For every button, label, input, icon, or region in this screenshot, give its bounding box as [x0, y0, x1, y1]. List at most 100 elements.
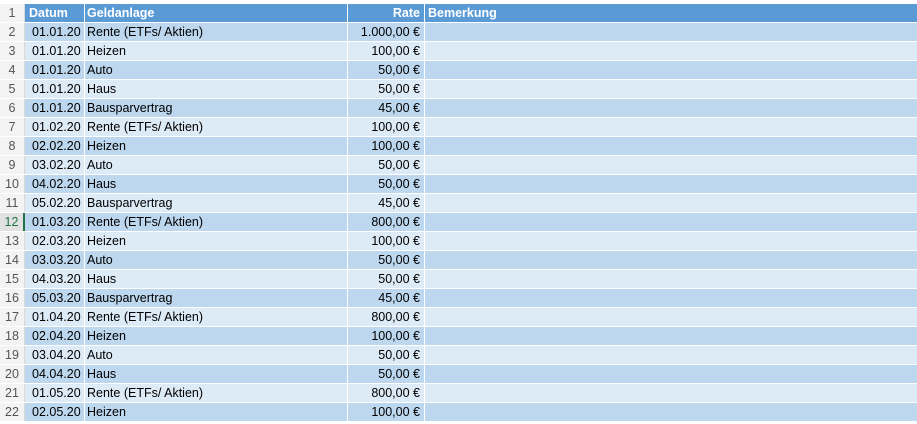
column-header-rate[interactable]: Rate: [348, 4, 425, 22]
cell-geldanlage[interactable]: Rente (ETFs/ Aktien): [85, 213, 348, 231]
cell-rate[interactable]: 50,00 €: [348, 365, 425, 383]
cell-geldanlage[interactable]: Auto: [85, 251, 348, 269]
cell-rate[interactable]: 50,00 €: [348, 251, 425, 269]
cell-rate[interactable]: 45,00 €: [348, 289, 425, 307]
cell-geldanlage[interactable]: Auto: [85, 156, 348, 174]
row-header[interactable]: 6: [0, 99, 25, 117]
cell-geldanlage[interactable]: Haus: [85, 365, 348, 383]
cell-datum[interactable]: 02.02.20: [25, 137, 85, 155]
row-header[interactable]: 8: [0, 137, 25, 155]
row-header[interactable]: 10: [0, 175, 25, 193]
cell-bemerkung[interactable]: [425, 194, 917, 212]
row-header[interactable]: 21: [0, 384, 25, 402]
cell-geldanlage[interactable]: Heizen: [85, 42, 348, 60]
row-header[interactable]: 7: [0, 118, 25, 136]
row-header[interactable]: 22: [0, 403, 25, 421]
row-header[interactable]: 16: [0, 289, 25, 307]
cell-rate[interactable]: 800,00 €: [348, 384, 425, 402]
cell-bemerkung[interactable]: [425, 327, 917, 345]
cell-bemerkung[interactable]: [425, 99, 917, 117]
cell-datum[interactable]: 02.05.20: [25, 403, 85, 421]
cell-rate[interactable]: 50,00 €: [348, 346, 425, 364]
row-header[interactable]: 15: [0, 270, 25, 288]
cell-datum[interactable]: 01.04.20: [25, 308, 85, 326]
cell-bemerkung[interactable]: [425, 289, 917, 307]
cell-bemerkung[interactable]: [425, 308, 917, 326]
cell-datum[interactable]: 01.01.20: [25, 23, 85, 41]
cell-datum[interactable]: 02.03.20: [25, 232, 85, 250]
cell-rate[interactable]: 100,00 €: [348, 327, 425, 345]
cell-rate[interactable]: 800,00 €: [348, 308, 425, 326]
cell-bemerkung[interactable]: [425, 232, 917, 250]
cell-bemerkung[interactable]: [425, 403, 917, 421]
cell-rate[interactable]: 50,00 €: [348, 270, 425, 288]
column-header-datum[interactable]: Datum: [25, 4, 85, 22]
cell-geldanlage[interactable]: Rente (ETFs/ Aktien): [85, 118, 348, 136]
row-header[interactable]: 1: [0, 4, 25, 22]
cell-bemerkung[interactable]: [425, 365, 917, 383]
cell-bemerkung[interactable]: [425, 23, 917, 41]
cell-geldanlage[interactable]: Rente (ETFs/ Aktien): [85, 308, 348, 326]
row-header[interactable]: 18: [0, 327, 25, 345]
row-header[interactable]: 11: [0, 194, 25, 212]
row-header[interactable]: 20: [0, 365, 25, 383]
cell-bemerkung[interactable]: [425, 251, 917, 269]
cell-geldanlage[interactable]: Heizen: [85, 137, 348, 155]
cell-bemerkung[interactable]: [425, 42, 917, 60]
cell-datum[interactable]: 03.02.20: [25, 156, 85, 174]
cell-datum[interactable]: 04.02.20: [25, 175, 85, 193]
cell-bemerkung[interactable]: [425, 175, 917, 193]
cell-bemerkung[interactable]: [425, 80, 917, 98]
cell-geldanlage[interactable]: Heizen: [85, 327, 348, 345]
cell-rate[interactable]: 100,00 €: [348, 232, 425, 250]
column-header-bemerkung[interactable]: Bemerkung: [425, 4, 917, 22]
row-header[interactable]: 14: [0, 251, 25, 269]
row-header[interactable]: 4: [0, 61, 25, 79]
cell-geldanlage[interactable]: Haus: [85, 175, 348, 193]
cell-geldanlage[interactable]: Rente (ETFs/ Aktien): [85, 23, 348, 41]
cell-rate[interactable]: 1.000,00 €: [348, 23, 425, 41]
cell-datum[interactable]: 03.04.20: [25, 346, 85, 364]
row-header[interactable]: 9: [0, 156, 25, 174]
cell-rate[interactable]: 45,00 €: [348, 99, 425, 117]
cell-bemerkung[interactable]: [425, 213, 917, 231]
column-header-geldanlage[interactable]: Geldanlage: [85, 4, 348, 22]
cell-geldanlage[interactable]: Heizen: [85, 232, 348, 250]
cell-datum[interactable]: 01.03.20: [25, 213, 85, 231]
cell-geldanlage[interactable]: Auto: [85, 61, 348, 79]
cell-rate[interactable]: 800,00 €: [348, 213, 425, 231]
cell-datum[interactable]: 02.04.20: [25, 327, 85, 345]
cell-datum[interactable]: 03.03.20: [25, 251, 85, 269]
cell-geldanlage[interactable]: Bausparvertrag: [85, 194, 348, 212]
cell-rate[interactable]: 100,00 €: [348, 118, 425, 136]
cell-datum[interactable]: 01.01.20: [25, 80, 85, 98]
cell-datum[interactable]: 05.03.20: [25, 289, 85, 307]
cell-rate[interactable]: 100,00 €: [348, 403, 425, 421]
row-header[interactable]: 19: [0, 346, 25, 364]
cell-geldanlage[interactable]: Bausparvertrag: [85, 99, 348, 117]
cell-datum[interactable]: 01.02.20: [25, 118, 85, 136]
cell-geldanlage[interactable]: Haus: [85, 270, 348, 288]
cell-datum[interactable]: 01.05.20: [25, 384, 85, 402]
cell-rate[interactable]: 50,00 €: [348, 80, 425, 98]
cell-datum[interactable]: 04.03.20: [25, 270, 85, 288]
cell-geldanlage[interactable]: Heizen: [85, 403, 348, 421]
row-header[interactable]: 12: [0, 213, 25, 231]
cell-rate[interactable]: 100,00 €: [348, 42, 425, 60]
cell-geldanlage[interactable]: Rente (ETFs/ Aktien): [85, 384, 348, 402]
cell-bemerkung[interactable]: [425, 137, 917, 155]
cell-datum[interactable]: 05.02.20: [25, 194, 85, 212]
row-header[interactable]: 13: [0, 232, 25, 250]
cell-bemerkung[interactable]: [425, 384, 917, 402]
cell-bemerkung[interactable]: [425, 61, 917, 79]
cell-rate[interactable]: 50,00 €: [348, 156, 425, 174]
cell-rate[interactable]: 50,00 €: [348, 175, 425, 193]
cell-rate[interactable]: 45,00 €: [348, 194, 425, 212]
cell-bemerkung[interactable]: [425, 118, 917, 136]
cell-rate[interactable]: 100,00 €: [348, 137, 425, 155]
cell-datum[interactable]: 01.01.20: [25, 99, 85, 117]
cell-bemerkung[interactable]: [425, 156, 917, 174]
cell-datum[interactable]: 01.01.20: [25, 42, 85, 60]
row-header[interactable]: 2: [0, 23, 25, 41]
cell-geldanlage[interactable]: Haus: [85, 80, 348, 98]
